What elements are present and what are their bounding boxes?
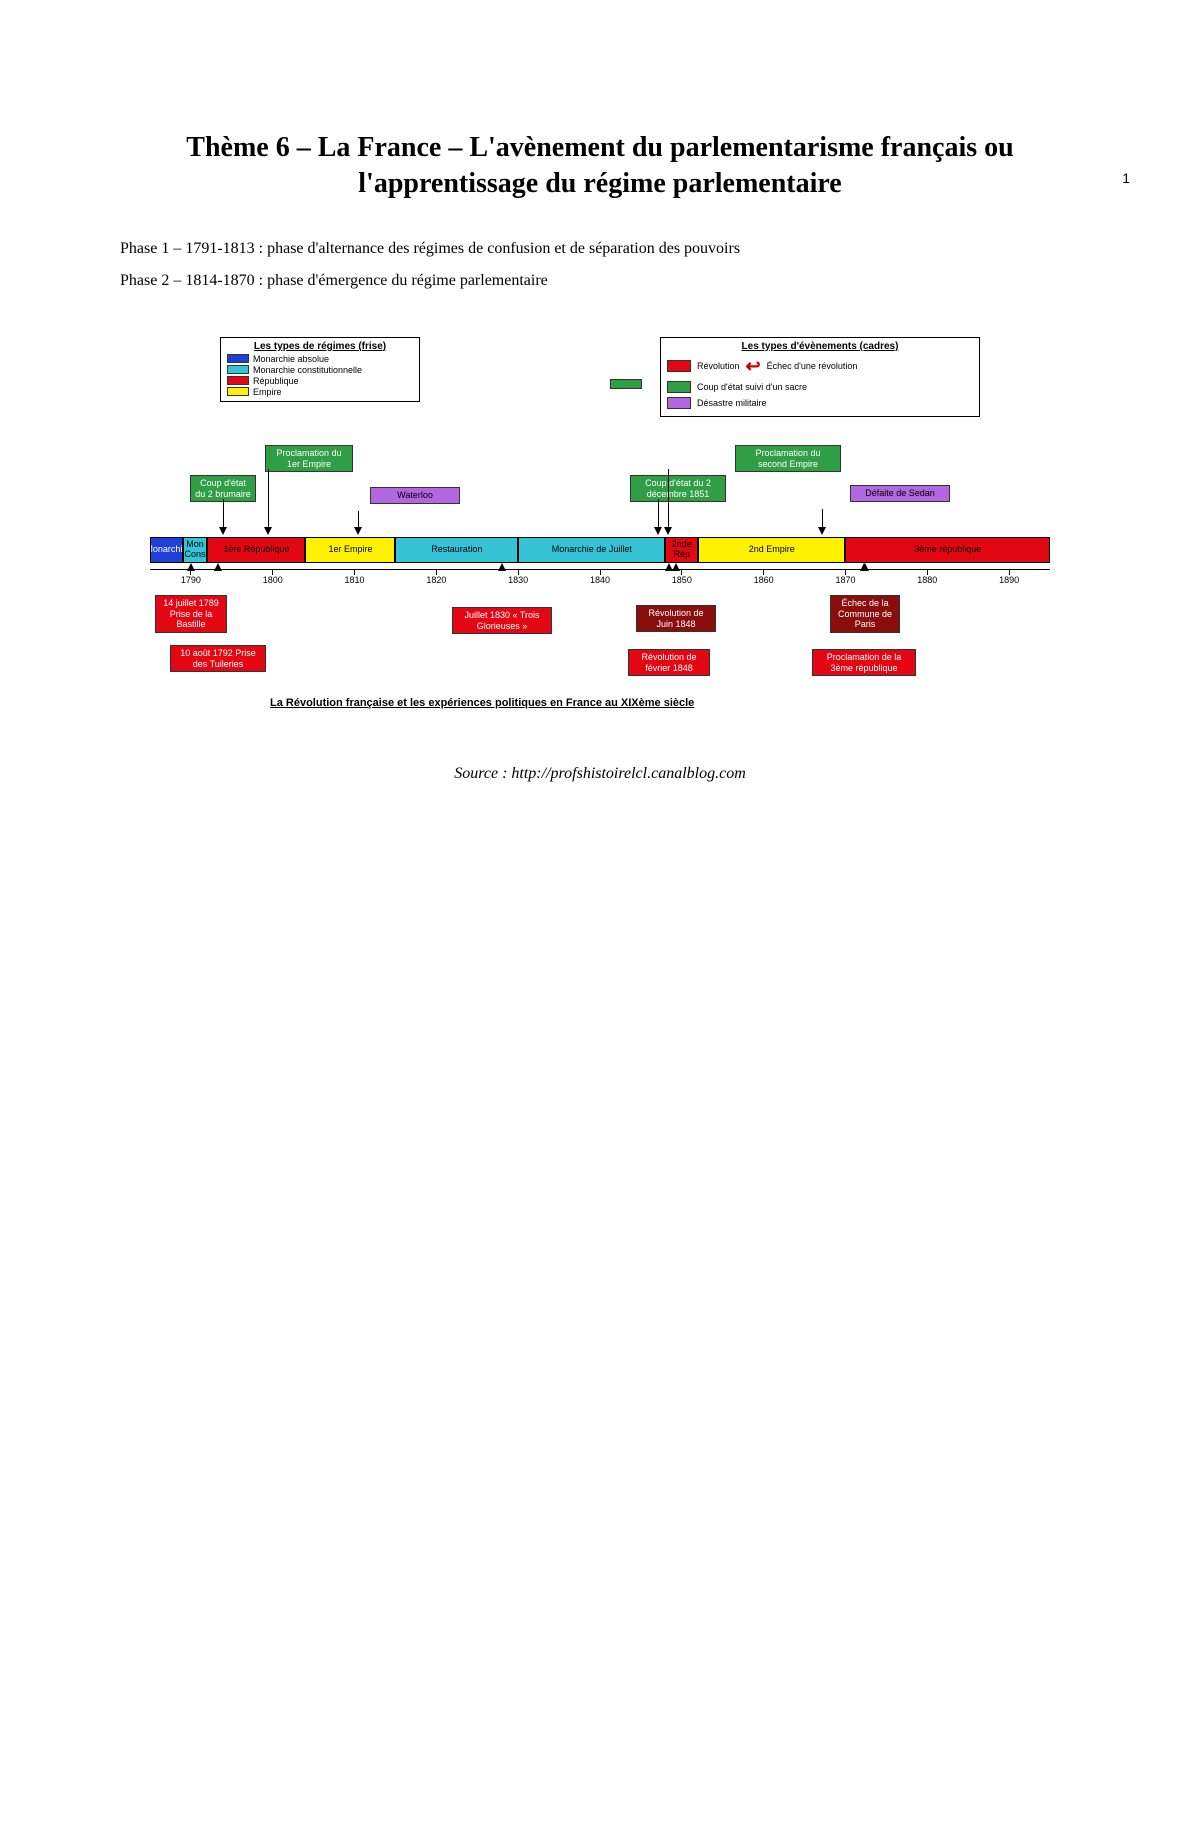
event-box-bottom: 14 juillet 1789 Prise de la Bastille bbox=[155, 595, 227, 633]
event-box-bottom: Proclamation de la 3ème république bbox=[812, 649, 916, 677]
event-connector bbox=[658, 499, 659, 527]
event-connector bbox=[223, 499, 224, 527]
phase-2: Phase 2 – 1814-1870 : phase d'émergence … bbox=[120, 265, 1080, 297]
legend-event-row: Désastre militaire bbox=[667, 397, 973, 409]
timeline-segment: Monarchie bbox=[150, 537, 183, 563]
timeline-segment: 2nd Empire bbox=[698, 537, 845, 563]
diagram-caption: La Révolution française et les expérienc… bbox=[270, 697, 694, 709]
event-box-top: Proclamation du 1er Empire bbox=[265, 445, 353, 473]
legend-event-label: Coup d'état suivi d'un sacre bbox=[697, 382, 807, 392]
legend-swatch bbox=[227, 354, 249, 363]
legend-event-row: Révolution ↩ Échec d'une révolution bbox=[667, 356, 973, 377]
event-arrow bbox=[654, 527, 662, 535]
year-tick: 1870 bbox=[833, 569, 857, 585]
year-tick: 1880 bbox=[915, 569, 939, 585]
timeline-segment: 1ère République bbox=[207, 537, 305, 563]
year-tick: 1860 bbox=[752, 569, 776, 585]
timeline-segment: 2nde Rép bbox=[665, 537, 698, 563]
legend-event-label-2: Échec d'une révolution bbox=[767, 361, 858, 371]
legend-regime-row: République bbox=[227, 376, 413, 386]
event-connector bbox=[822, 509, 823, 527]
year-tick: 1820 bbox=[424, 569, 448, 585]
year-tick: 1840 bbox=[588, 569, 612, 585]
year-tick: 1850 bbox=[670, 569, 694, 585]
small-green-marker bbox=[610, 379, 642, 389]
legend-swatch bbox=[227, 387, 249, 396]
legend-swatch bbox=[227, 365, 249, 374]
legend-swatch bbox=[227, 376, 249, 385]
event-box-bottom: Échec de la Commune de Paris bbox=[830, 595, 900, 633]
legend-regimes-title: Les types de régimes (frise) bbox=[227, 341, 413, 352]
legend-event-swatch bbox=[667, 360, 691, 372]
year-tick: 1890 bbox=[997, 569, 1021, 585]
timeline-segment: Mon Cons bbox=[183, 537, 208, 563]
failure-icon: ↩ bbox=[746, 356, 761, 377]
event-arrow bbox=[354, 527, 362, 535]
phases-block: Phase 1 – 1791-1813 : phase d'alternance… bbox=[120, 233, 1080, 297]
year-tick: 1830 bbox=[506, 569, 530, 585]
legend-label: Empire bbox=[253, 387, 282, 397]
timeline-diagram: Les types de régimes (frise) Monarchie a… bbox=[120, 337, 1080, 757]
event-box-bottom: Révolution de février 1848 bbox=[628, 649, 710, 677]
year-tick: 1800 bbox=[261, 569, 285, 585]
event-arrow bbox=[664, 527, 672, 535]
event-box-bottom: Révolution de Juin 1848 bbox=[636, 605, 716, 633]
page-title: Thème 6 – La France – L'avènement du par… bbox=[120, 130, 1080, 203]
event-connector bbox=[668, 469, 669, 527]
event-box-top: Coup d'état du 2 décembre 1851 bbox=[630, 475, 726, 503]
timeline-segment: Restauration bbox=[395, 537, 518, 563]
legend-event-swatch bbox=[667, 397, 691, 409]
page-number: 1 bbox=[1122, 170, 1130, 186]
event-connector bbox=[358, 511, 359, 527]
legend-label: Monarchie absolue bbox=[253, 354, 329, 364]
legend-events: Les types d'évènements (cadres) Révoluti… bbox=[660, 337, 980, 417]
legend-regime-row: Monarchie absolue bbox=[227, 354, 413, 364]
year-tick: 1790 bbox=[179, 569, 203, 585]
event-connector bbox=[268, 469, 269, 527]
legend-event-row: Coup d'état suivi d'un sacre bbox=[667, 381, 973, 393]
legend-event-label: Désastre militaire bbox=[697, 398, 767, 408]
year-tick: 1810 bbox=[343, 569, 367, 585]
event-arrow bbox=[219, 527, 227, 535]
event-box-top: Défaite de Sedan bbox=[850, 485, 950, 502]
legend-label: Monarchie constitutionnelle bbox=[253, 365, 362, 375]
phase-1: Phase 1 – 1791-1813 : phase d'alternance… bbox=[120, 233, 1080, 265]
legend-event-label: Révolution bbox=[697, 361, 740, 371]
axis-line bbox=[150, 569, 1050, 570]
event-arrow bbox=[818, 527, 826, 535]
event-arrow bbox=[264, 527, 272, 535]
event-box-top: Waterloo bbox=[370, 487, 460, 504]
timeline-segment: 3ème république bbox=[845, 537, 1050, 563]
timeline-segment: Monarchie de Juillet bbox=[518, 537, 665, 563]
legend-events-title: Les types d'évènements (cadres) bbox=[667, 341, 973, 352]
event-box-bottom: 10 août 1792 Prise des Tuileries bbox=[170, 645, 266, 673]
timeline-segment: 1er Empire bbox=[305, 537, 395, 563]
legend-regimes: Les types de régimes (frise) Monarchie a… bbox=[220, 337, 420, 402]
legend-label: République bbox=[253, 376, 299, 386]
source-line: Source : http://profshistoirelcl.canalbl… bbox=[0, 765, 1200, 783]
event-box-bottom: Juillet 1830 « Trois Glorieuses » bbox=[452, 607, 552, 635]
event-box-top: Proclamation du second Empire bbox=[735, 445, 841, 473]
legend-regime-row: Monarchie constitutionnelle bbox=[227, 365, 413, 375]
legend-event-swatch bbox=[667, 381, 691, 393]
legend-regime-row: Empire bbox=[227, 387, 413, 397]
